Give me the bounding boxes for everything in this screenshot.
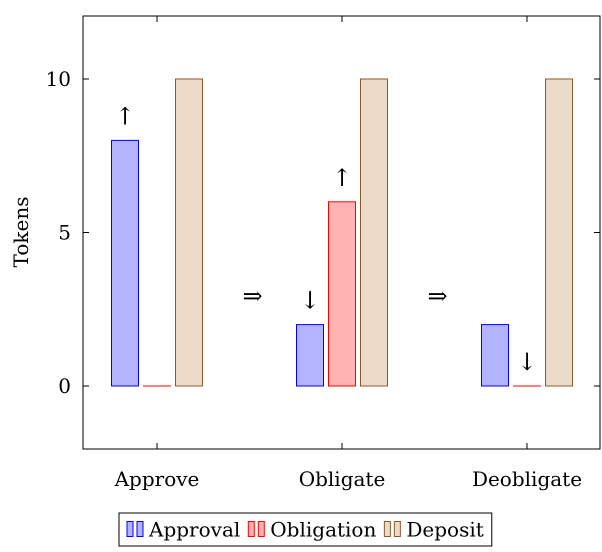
x-tick-label: Approve [114,467,200,491]
arrow-annotation: ↑ [332,164,352,192]
legend-swatch-bar [257,521,265,537]
y-tick-label: 5 [58,221,71,245]
bar-deposit-approve [175,78,203,387]
transition-arrow: ⇒ [242,282,262,310]
arrow-annotation: ↓ [300,287,320,315]
legend-swatch-bar [393,521,401,537]
y-tick-label: 10 [46,67,71,91]
legend-entry-label: Deposit [406,518,483,542]
arrow-annotation: ↑ [115,102,135,130]
bar-approval-deobligate [481,324,509,387]
legend-frame [118,512,493,547]
y-axis-ticks: 0 5 10 [46,67,600,398]
bar-obligation-obligate [328,201,356,387]
bar-deposit-obligate [360,78,388,387]
legend-swatch-bar [126,521,134,537]
legend-swatch-bar [136,521,144,537]
annotations-layer: ↑ ↓ ↑ ↓ ⇒ ⇒ [115,102,537,376]
legend-swatch-bar [247,521,255,537]
y-tick-label: 0 [58,374,71,398]
x-tick-label: Obligate [299,467,386,491]
legend-swatch-bar [383,521,391,537]
bar-deposit-deobligate [545,78,573,387]
legend-entry-label: Obligation [270,518,376,542]
legend: Approval Obligation Deposit [118,512,493,547]
bar-approval-obligate [296,324,324,387]
y-axis-label: Tokens [9,197,33,268]
arrow-annotation: ↓ [517,348,537,376]
legend-entry-label: Approval [148,518,240,542]
bar-approval-approve [111,139,139,387]
transition-arrow: ⇒ [427,282,447,310]
bars-layer [111,78,573,387]
x-tick-label: Deobligate [472,467,582,491]
x-axis-ticks: Approve Obligate Deobligate [114,16,582,491]
